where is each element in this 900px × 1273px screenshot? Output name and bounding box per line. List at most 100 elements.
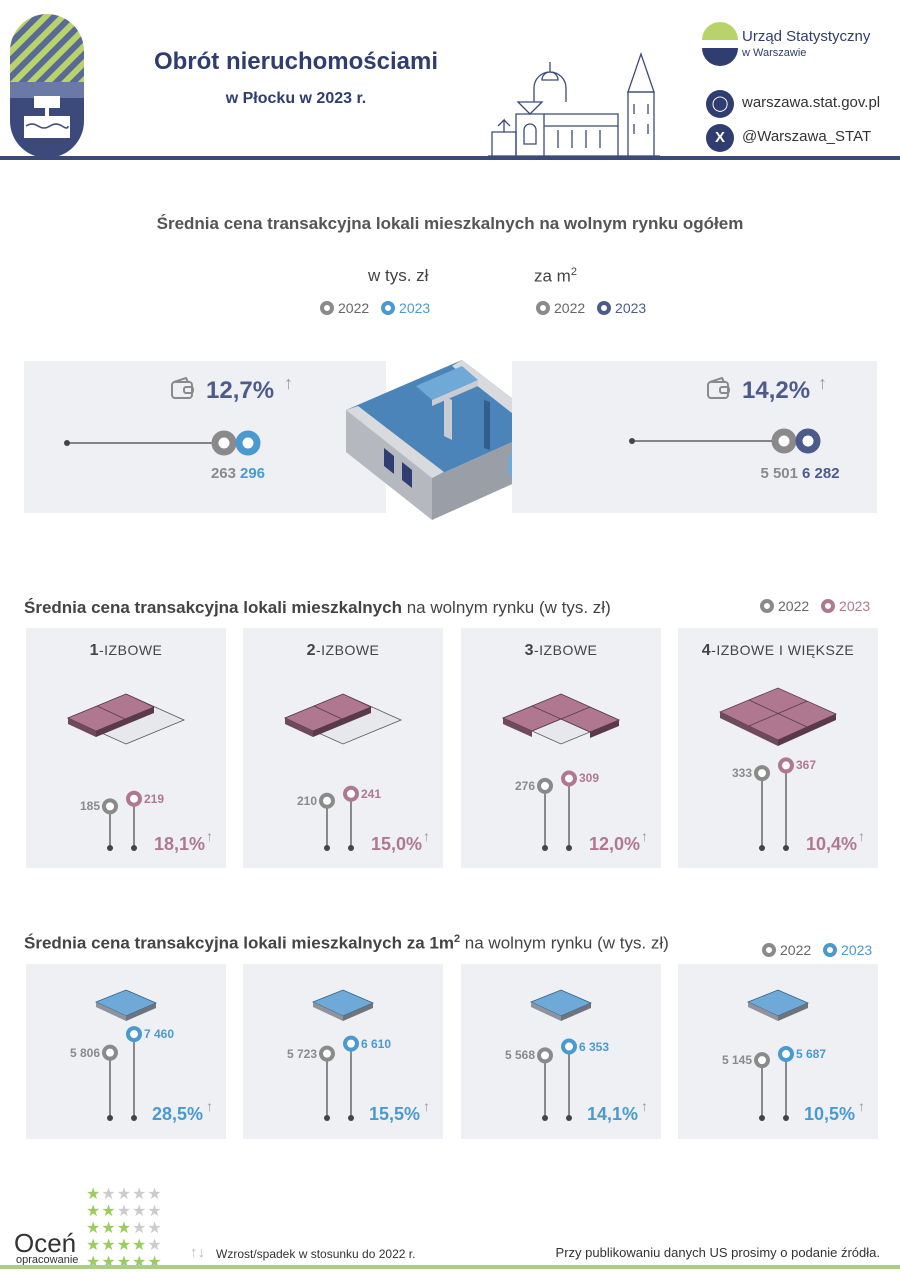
arrow-up-icon: ↑ xyxy=(423,1098,430,1114)
rating-row-3[interactable]: ★★★★★ xyxy=(86,1220,163,1237)
pin-2022-marker xyxy=(754,765,770,782)
pin-2022-base xyxy=(542,845,548,851)
rate-sublabel: opracowanie xyxy=(16,1254,79,1266)
summary-title: Średnia cena transakcyjna lokali mieszka… xyxy=(156,214,744,233)
sqm-title: Średnia cena transakcyjna lokali mieszka… xyxy=(24,933,669,953)
pin-2022-base xyxy=(542,1115,548,1121)
sqm-2022-value: 5 806 xyxy=(69,1045,100,1060)
up-down-arrows-icon: ↑↓ xyxy=(190,1244,205,1261)
legend-2023-marker xyxy=(821,599,836,613)
legend-2022-marker xyxy=(320,301,334,315)
sqm-tile-icon xyxy=(746,989,810,1021)
rating-row-2[interactable]: ★★★★★ xyxy=(86,1203,163,1220)
rooms-card-chart xyxy=(719,687,837,851)
pin-2023-base xyxy=(131,845,137,851)
pin-2022-marker xyxy=(319,1045,335,1062)
sqm-2023-value: 6 610 xyxy=(361,1036,392,1051)
page-header: Obrót nieruchomościami w Płocku w 2023 r… xyxy=(0,0,900,162)
org-sub: w Warszawie xyxy=(742,47,807,59)
legend-2022-marker xyxy=(762,943,776,957)
summary-left-2023-marker xyxy=(235,430,261,456)
summary-left-start-dot xyxy=(64,440,70,446)
summary-left-2022-marker xyxy=(211,430,237,456)
pin-2022-marker xyxy=(102,798,118,815)
pin-2023-marker xyxy=(778,757,794,774)
rooms-2022-value: 276 xyxy=(514,778,535,793)
footer-divider xyxy=(0,1265,900,1269)
sqm-2023-value: 6 353 xyxy=(579,1039,610,1054)
rooms-title: Średnia cena transakcyjna lokali mieszka… xyxy=(24,598,611,617)
summary-right-unit: za m2 xyxy=(534,266,577,286)
sqm-card: 5 145 5 687 10,5% ↑ xyxy=(678,964,878,1139)
rooms-2023-value: 241 xyxy=(361,786,382,801)
sqm-legend: 2022 2023 xyxy=(762,942,872,958)
summary-right-2022-value: 5 501 xyxy=(760,465,798,482)
legend-2022-marker xyxy=(760,599,774,613)
rooms-card: 1-IZBOWE 185 219 18,1% ↑ xyxy=(26,628,226,868)
arrow-up-icon: ↑ xyxy=(858,828,865,844)
rating-row-4[interactable]: ★★★★★ xyxy=(86,1237,163,1254)
arrow-up-icon: ↑ xyxy=(641,828,648,844)
pin-2022-marker xyxy=(102,1044,118,1061)
rating-stars[interactable]: ★★★★★ ★★★★★ ★★★★★ ★★★★★ ★★★★★ xyxy=(86,1186,163,1271)
rooms-change-pct: 15,0% xyxy=(371,834,423,854)
rooms-card-title: 3-IZBOWE xyxy=(524,642,598,659)
twitter-link[interactable]: @Warszawa_STAT xyxy=(742,128,872,145)
pin-2023-marker xyxy=(126,1026,142,1043)
rooms-legend: 2022 2023 xyxy=(760,598,870,614)
sqm-card-chart xyxy=(529,989,593,1121)
org-name: Urząd Statystyczny xyxy=(742,28,871,45)
wallet-icon xyxy=(707,377,730,399)
summary-left-2022-value: 263 xyxy=(210,465,236,482)
rooms-change-pct: 18,1% xyxy=(154,834,206,854)
summary-right-legend: 2022 2023 xyxy=(536,300,646,316)
arrow-up-icon: ↑ xyxy=(858,1098,865,1114)
pin-2022-base xyxy=(324,845,330,851)
pin-2023-marker xyxy=(343,1035,359,1052)
sqm-2023-value: 5 687 xyxy=(796,1047,827,1062)
website-link[interactable]: warszawa.stat.gov.pl xyxy=(742,94,881,111)
rooms-2023-value: 219 xyxy=(144,791,165,806)
legend-change-text: Wzrost/spadek w stosunku do 2022 r. xyxy=(216,1247,416,1261)
rating-row-1[interactable]: ★★★★★ xyxy=(86,1186,163,1203)
gus-logo-icon xyxy=(702,22,738,66)
wallet-icon xyxy=(171,377,194,399)
sqm-card-chart xyxy=(746,989,810,1121)
topic-logo-icon xyxy=(10,14,84,158)
sqm-tile-icon xyxy=(311,989,375,1021)
sqm-change-pct: 10,5% xyxy=(804,1104,856,1124)
rooms-card-title: 4-IZBOWE I WIĘKSZE xyxy=(701,642,855,659)
pin-2022-marker xyxy=(537,777,553,794)
pin-2023-marker xyxy=(778,1046,794,1063)
arrow-up-icon: ↑ xyxy=(641,1098,648,1114)
pin-2023-base xyxy=(566,1115,572,1121)
sqm-change-pct: 15,5% xyxy=(369,1104,421,1124)
rate-label: Oceń xyxy=(14,1228,77,1258)
pin-2023-base xyxy=(783,845,789,851)
rooms-card: 2-IZBOWE 210 241 15,0% ↑ xyxy=(243,628,443,868)
pin-2022-base xyxy=(107,845,113,851)
sqm-tile-icon xyxy=(94,989,158,1021)
sqm-change-pct: 14,1% xyxy=(587,1104,639,1124)
pin-2023-base xyxy=(783,1115,789,1121)
summary-left-pct: 12,7% xyxy=(206,377,275,404)
rooms-card: 3-IZBOWE 276 309 12,0% ↑ xyxy=(461,628,661,868)
summary-right-2022-marker xyxy=(771,428,797,454)
rooms-2022-value: 210 xyxy=(296,793,317,808)
sqm-card-chart xyxy=(311,989,375,1121)
rooms-card-title: 2-IZBOWE xyxy=(306,642,380,659)
sqm-card: 5 568 6 353 14,1% ↑ xyxy=(461,964,661,1139)
globe-icon: ◯ xyxy=(706,90,734,118)
header-divider xyxy=(0,156,900,160)
sqm-change-pct: 28,5% xyxy=(152,1104,204,1124)
summary-right-chart xyxy=(629,428,821,454)
page-title: Obrót nieruchomościami xyxy=(153,48,439,75)
room-plan-icon xyxy=(501,693,621,745)
summary-left-unit: w tys. zł xyxy=(368,266,429,285)
summary-right-pct: 14,2% xyxy=(742,377,811,404)
arrow-up-icon: ↑ xyxy=(206,1098,213,1114)
summary-right-2023-marker xyxy=(795,428,821,454)
pin-2023-marker xyxy=(343,785,359,802)
summary-right-start-dot xyxy=(629,438,635,444)
pin-2023-base xyxy=(131,1115,137,1121)
